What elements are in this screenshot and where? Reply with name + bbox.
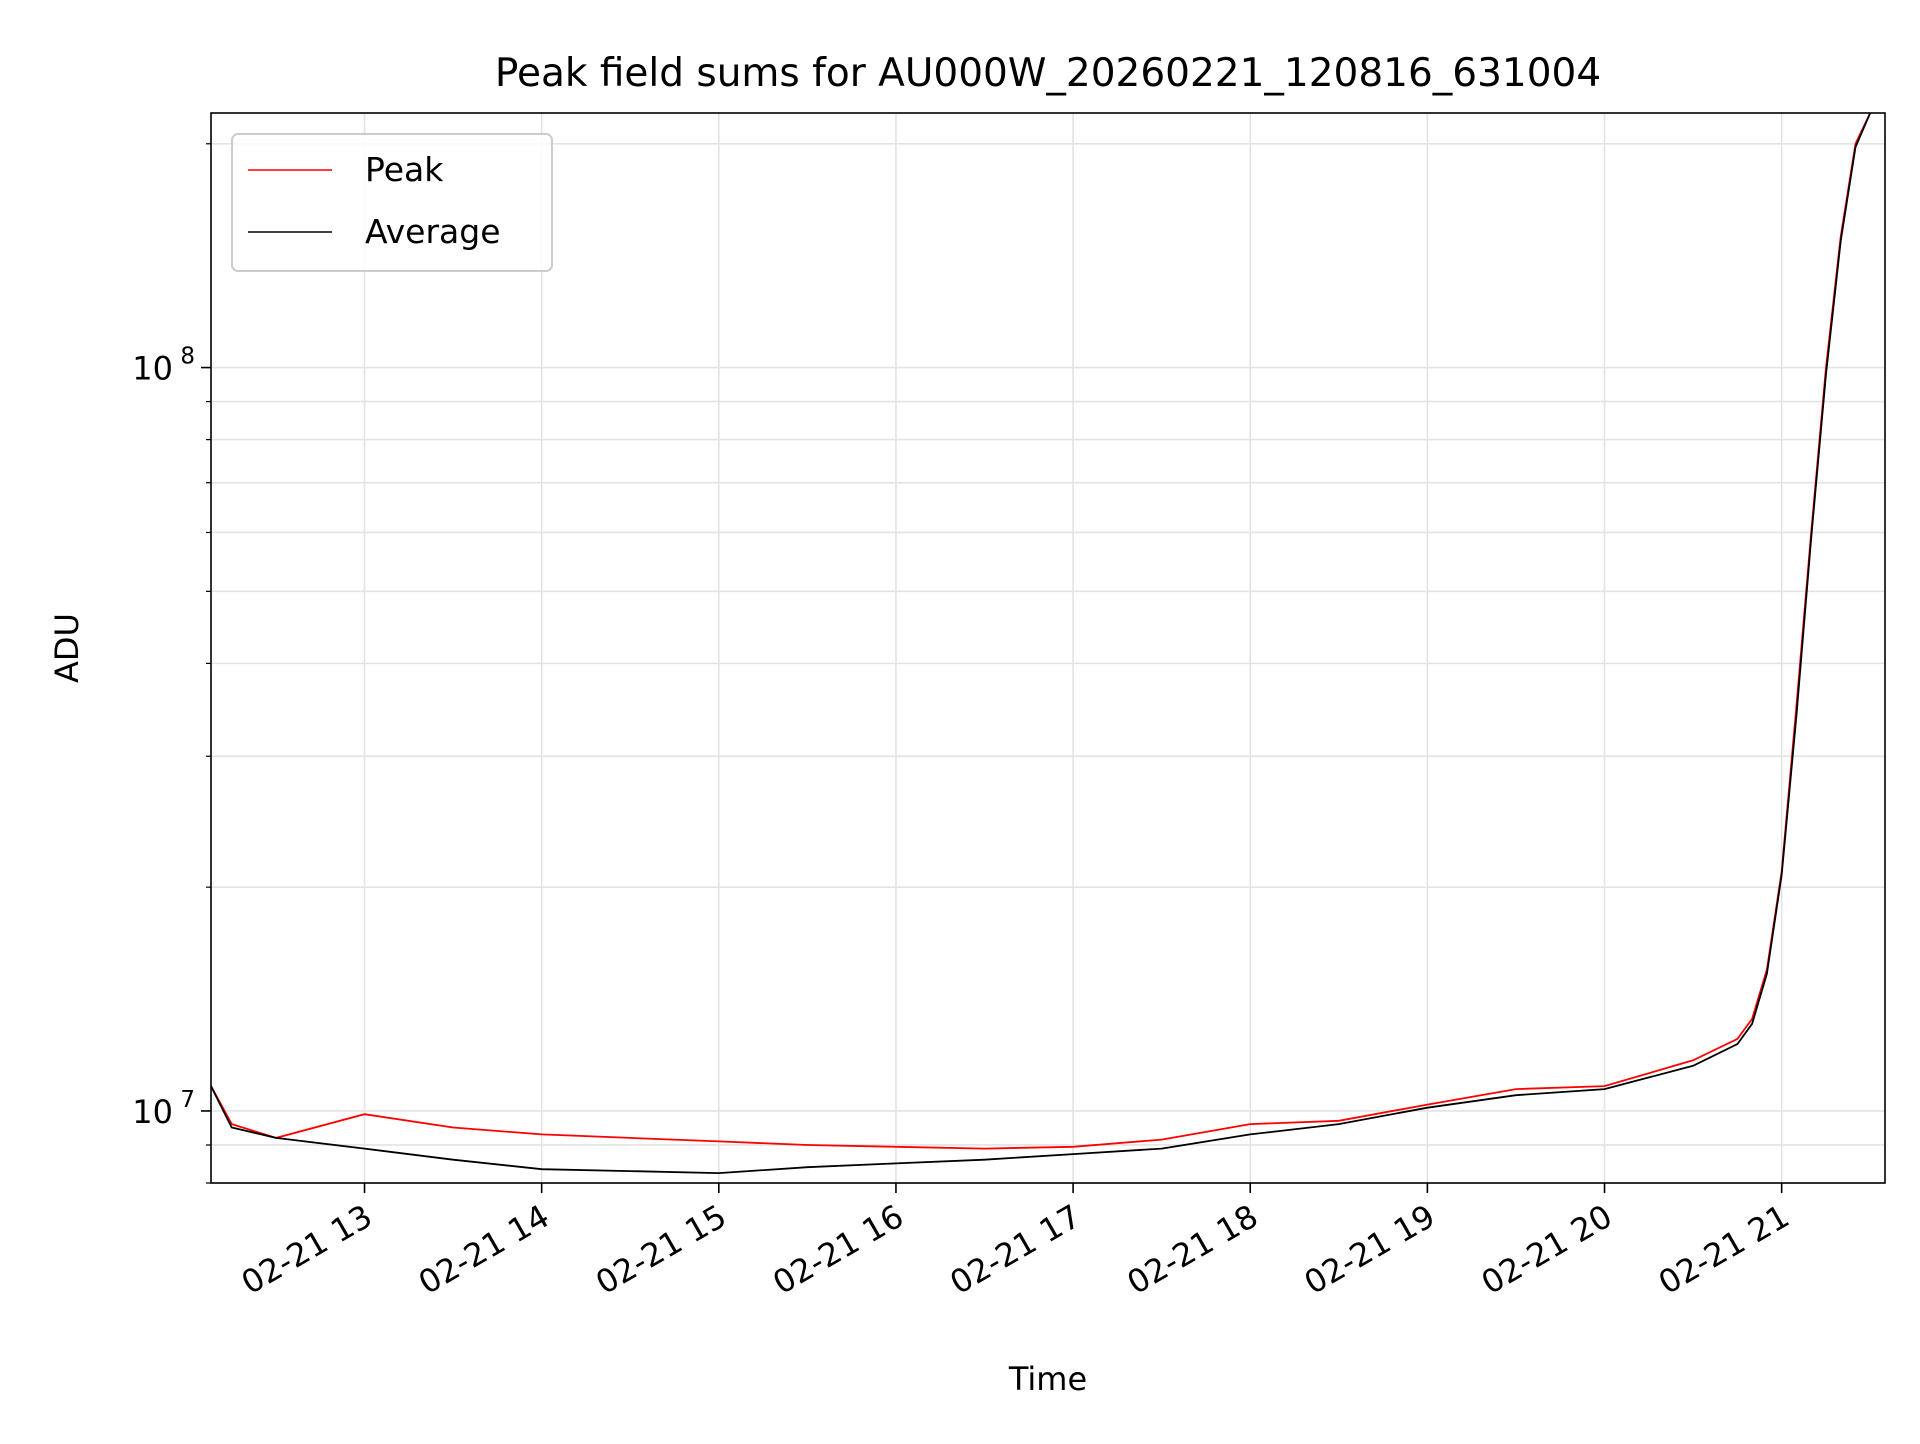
- data-point-average: [1795, 715, 1797, 717]
- x-axis-label: Time: [1008, 1360, 1087, 1398]
- data-point-peak: [1692, 1059, 1694, 1061]
- data-point-peak: [1736, 1038, 1738, 1040]
- data-point-average: [629, 1170, 631, 1172]
- data-point-average: [1603, 1088, 1606, 1090]
- data-point-average: [1766, 973, 1768, 975]
- data-point-peak: [541, 1133, 543, 1135]
- plot-frame: [210, 112, 1886, 1184]
- data-point-average: [363, 1148, 366, 1150]
- legend-box: [231, 133, 553, 272]
- data-point-peak: [1161, 1139, 1163, 1141]
- data-point-average: [1781, 873, 1783, 876]
- data-point-average: [1840, 240, 1842, 242]
- data-point-average: [1515, 1094, 1517, 1096]
- data-point-average: [895, 1162, 897, 1164]
- data-point-peak: [1515, 1088, 1517, 1090]
- data-point-peak: [363, 1113, 366, 1115]
- y-tick-label: 10: [132, 1093, 173, 1131]
- chart-title: Peak field sums for AU000W_20260221_1208…: [495, 51, 1601, 96]
- data-point-peak: [1249, 1123, 1251, 1125]
- data-point-average: [452, 1159, 454, 1161]
- data-point-average: [231, 1126, 233, 1129]
- data-point-average: [1161, 1148, 1163, 1150]
- legend: Peak Average: [231, 133, 553, 272]
- data-point-peak: [1072, 1146, 1074, 1148]
- data-point-peak: [718, 1140, 720, 1142]
- data-point-average: [1692, 1065, 1694, 1067]
- legend-label-peak: Peak: [365, 150, 444, 189]
- data-point-average: [1751, 1023, 1753, 1025]
- data-point-average: [541, 1168, 543, 1170]
- data-point-peak: [1338, 1120, 1340, 1122]
- data-point-average: [806, 1166, 809, 1168]
- y-tick-exponent: 7: [180, 1087, 195, 1113]
- data-point-average: [1426, 1107, 1428, 1109]
- data-point-average: [1338, 1123, 1340, 1125]
- data-point-peak: [983, 1148, 986, 1150]
- y-tick-label: 10: [132, 350, 173, 388]
- data-point-peak: [452, 1126, 454, 1129]
- grid: [211, 113, 1885, 1184]
- data-point-peak: [1603, 1085, 1606, 1087]
- data-point-peak: [1751, 1018, 1753, 1020]
- data-point-average: [1854, 146, 1857, 148]
- data-point-peak: [806, 1144, 809, 1146]
- y-tick-exponent: 8: [180, 344, 195, 370]
- data-point-peak: [629, 1137, 631, 1139]
- data-point-average: [1810, 537, 1812, 539]
- data-point-average: [718, 1172, 720, 1174]
- data-point-peak: [1426, 1104, 1428, 1106]
- data-point-average: [275, 1137, 277, 1139]
- legend-label-average: Average: [365, 212, 501, 251]
- data-point-peak: [231, 1123, 233, 1125]
- y-axis-label: ADU: [48, 613, 86, 683]
- data-point-average: [1825, 373, 1827, 375]
- data-point-average: [1249, 1133, 1251, 1135]
- data-point-average: [1072, 1153, 1074, 1155]
- data-point-average: [983, 1159, 986, 1161]
- data-point-peak: [895, 1146, 897, 1148]
- data-point-average: [1736, 1043, 1738, 1045]
